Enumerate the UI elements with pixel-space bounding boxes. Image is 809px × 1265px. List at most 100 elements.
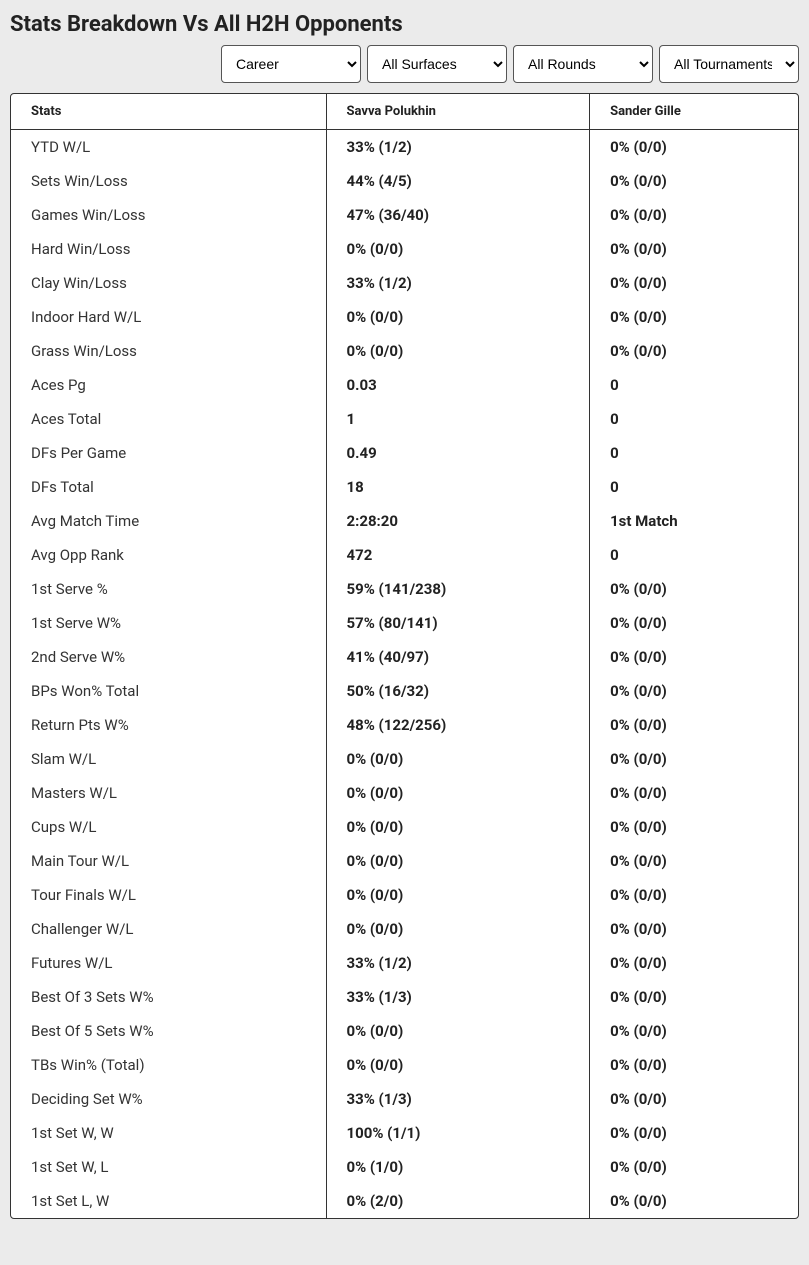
- stat-value: 0: [590, 402, 798, 436]
- filter-period[interactable]: Career: [221, 45, 361, 83]
- stat-value: 0% (0/0): [590, 232, 798, 266]
- table-row: Return Pts W%48% (122/256)0% (0/0): [11, 708, 798, 742]
- stat-value: 0% (0/0): [590, 1184, 798, 1218]
- stat-label: Best Of 3 Sets W%: [11, 980, 326, 1014]
- stat-value: 0.03: [326, 368, 590, 402]
- table-header-row: Stats Savva Polukhin Sander Gille: [11, 94, 798, 130]
- stat-value: 41% (40/97): [326, 640, 590, 674]
- stat-value: 0% (0/0): [590, 1048, 798, 1082]
- stat-value: 0% (0/0): [590, 912, 798, 946]
- table-row: YTD W/L33% (1/2)0% (0/0): [11, 130, 798, 165]
- stat-value: 0% (0/0): [590, 980, 798, 1014]
- table-row: 1st Set W, L0% (1/0)0% (0/0): [11, 1150, 798, 1184]
- table-row: BPs Won% Total50% (16/32)0% (0/0): [11, 674, 798, 708]
- stat-label: Aces Pg: [11, 368, 326, 402]
- stat-value: 0% (0/0): [590, 334, 798, 368]
- stat-value: 33% (1/2): [326, 266, 590, 300]
- table-row: Aces Total10: [11, 402, 798, 436]
- table-row: Avg Opp Rank4720: [11, 538, 798, 572]
- stat-label: Avg Opp Rank: [11, 538, 326, 572]
- stat-value: 0% (0/0): [590, 164, 798, 198]
- stat-label: Grass Win/Loss: [11, 334, 326, 368]
- stat-label: DFs Per Game: [11, 436, 326, 470]
- table-row: Best Of 5 Sets W%0% (0/0)0% (0/0): [11, 1014, 798, 1048]
- table-row: 1st Set L, W0% (2/0)0% (0/0): [11, 1184, 798, 1218]
- table-row: Slam W/L0% (0/0)0% (0/0): [11, 742, 798, 776]
- table-row: DFs Per Game0.490: [11, 436, 798, 470]
- stat-value: 0.49: [326, 436, 590, 470]
- table-row: 1st Serve %59% (141/238)0% (0/0): [11, 572, 798, 606]
- page-title: Stats Breakdown Vs All H2H Opponents: [0, 0, 809, 45]
- stat-value: 57% (80/141): [326, 606, 590, 640]
- stat-value: 0: [590, 436, 798, 470]
- table-row: Tour Finals W/L0% (0/0)0% (0/0): [11, 878, 798, 912]
- stat-label: Aces Total: [11, 402, 326, 436]
- stat-label: Avg Match Time: [11, 504, 326, 538]
- stat-value: 0% (0/0): [326, 742, 590, 776]
- filter-tournaments[interactable]: All Tournaments: [659, 45, 799, 83]
- table-row: Aces Pg0.030: [11, 368, 798, 402]
- stat-label: BPs Won% Total: [11, 674, 326, 708]
- table-row: Sets Win/Loss44% (4/5)0% (0/0): [11, 164, 798, 198]
- table-row: Avg Match Time2:28:201st Match: [11, 504, 798, 538]
- stat-value: 44% (4/5): [326, 164, 590, 198]
- table-row: Best Of 3 Sets W%33% (1/3)0% (0/0): [11, 980, 798, 1014]
- filter-bar: Career All Surfaces All Rounds All Tourn…: [0, 45, 809, 93]
- stat-value: 0% (1/0): [326, 1150, 590, 1184]
- table-row: Games Win/Loss47% (36/40)0% (0/0): [11, 198, 798, 232]
- stat-value: 0% (0/0): [590, 640, 798, 674]
- stat-value: 0% (0/0): [326, 810, 590, 844]
- stat-label: Masters W/L: [11, 776, 326, 810]
- stat-value: 0% (0/0): [326, 776, 590, 810]
- stat-value: 0% (0/0): [590, 198, 798, 232]
- stat-value: 472: [326, 538, 590, 572]
- table-row: TBs Win% (Total)0% (0/0)0% (0/0): [11, 1048, 798, 1082]
- stat-label: Tour Finals W/L: [11, 878, 326, 912]
- stat-value: 0% (0/0): [326, 334, 590, 368]
- filter-rounds[interactable]: All Rounds: [513, 45, 653, 83]
- stat-value: 33% (1/2): [326, 130, 590, 165]
- stat-value: 0% (0/0): [326, 232, 590, 266]
- stat-value: 33% (1/3): [326, 980, 590, 1014]
- stat-value: 0% (0/0): [326, 844, 590, 878]
- stat-value: 0% (0/0): [326, 1048, 590, 1082]
- table-row: Cups W/L0% (0/0)0% (0/0): [11, 810, 798, 844]
- stat-label: Slam W/L: [11, 742, 326, 776]
- stat-label: Return Pts W%: [11, 708, 326, 742]
- stat-value: 0% (0/0): [590, 1014, 798, 1048]
- stat-value: 0% (0/0): [590, 606, 798, 640]
- stat-value: 0% (0/0): [590, 674, 798, 708]
- col-stats: Stats: [11, 94, 326, 130]
- table-row: Masters W/L0% (0/0)0% (0/0): [11, 776, 798, 810]
- stat-value: 59% (141/238): [326, 572, 590, 606]
- stat-label: Indoor Hard W/L: [11, 300, 326, 334]
- stat-value: 0% (0/0): [326, 300, 590, 334]
- stats-table: Stats Savva Polukhin Sander Gille YTD W/…: [11, 94, 798, 1218]
- stat-value: 33% (1/2): [326, 946, 590, 980]
- stat-value: 33% (1/3): [326, 1082, 590, 1116]
- stat-value: 0% (0/0): [326, 878, 590, 912]
- stat-value: 0% (0/0): [590, 572, 798, 606]
- stat-label: 1st Serve %: [11, 572, 326, 606]
- stat-value: 47% (36/40): [326, 198, 590, 232]
- stat-value: 0% (0/0): [590, 1116, 798, 1150]
- stat-value: 0% (0/0): [590, 776, 798, 810]
- stat-label: Futures W/L: [11, 946, 326, 980]
- stat-value: 0% (0/0): [590, 878, 798, 912]
- stat-label: Deciding Set W%: [11, 1082, 326, 1116]
- stat-value: 0: [590, 470, 798, 504]
- col-player1: Savva Polukhin: [326, 94, 590, 130]
- stat-value: 0% (0/0): [590, 266, 798, 300]
- table-row: Indoor Hard W/L0% (0/0)0% (0/0): [11, 300, 798, 334]
- stat-label: 2nd Serve W%: [11, 640, 326, 674]
- col-player2: Sander Gille: [590, 94, 798, 130]
- stat-value: 0% (0/0): [590, 708, 798, 742]
- stat-label: 1st Serve W%: [11, 606, 326, 640]
- stat-label: Best Of 5 Sets W%: [11, 1014, 326, 1048]
- table-body: YTD W/L33% (1/2)0% (0/0)Sets Win/Loss44%…: [11, 130, 798, 1219]
- filter-surface[interactable]: All Surfaces: [367, 45, 507, 83]
- stat-label: YTD W/L: [11, 130, 326, 165]
- stat-label: Sets Win/Loss: [11, 164, 326, 198]
- table-row: 1st Set W, W100% (1/1)0% (0/0): [11, 1116, 798, 1150]
- table-row: Deciding Set W%33% (1/3)0% (0/0): [11, 1082, 798, 1116]
